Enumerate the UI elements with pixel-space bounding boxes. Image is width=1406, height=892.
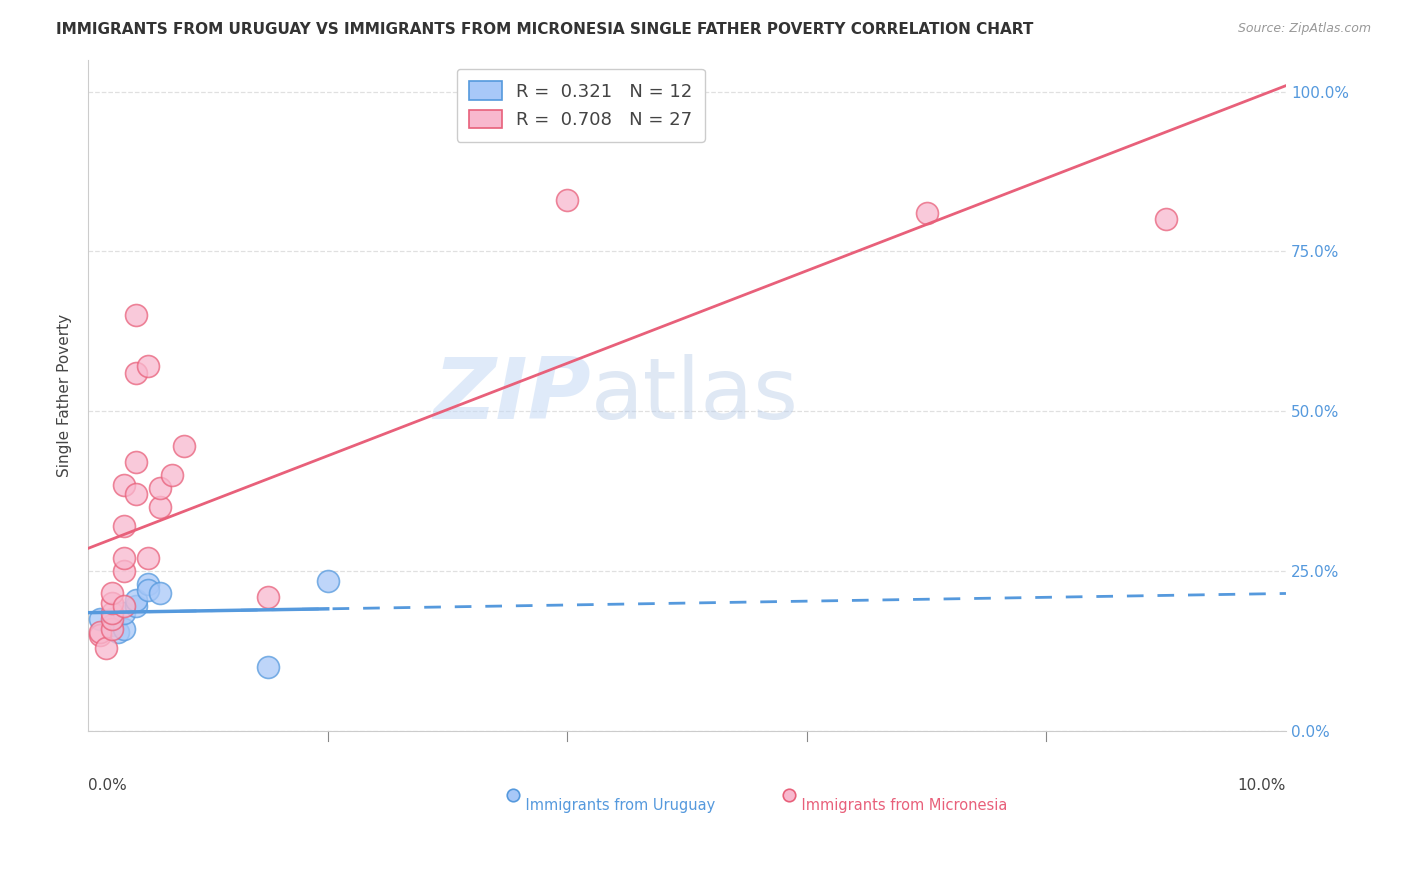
Text: IMMIGRANTS FROM URUGUAY VS IMMIGRANTS FROM MICRONESIA SINGLE FATHER POVERTY CORR: IMMIGRANTS FROM URUGUAY VS IMMIGRANTS FR… [56,22,1033,37]
Point [136,577,159,591]
Text: 10.0%: 10.0% [1237,778,1286,793]
Point [107,624,129,639]
Text: 0.0%: 0.0% [89,778,127,793]
Point [94,640,117,655]
Point [149,586,172,600]
Text: Source: ZipAtlas.com: Source: ZipAtlas.com [1237,22,1371,36]
Point [136,583,159,598]
Point [125,366,148,380]
Point [112,606,135,620]
Point [125,309,148,323]
Point [101,596,124,610]
Point [112,519,135,533]
Point [136,359,159,374]
Point [112,551,135,566]
Text: ZIP: ZIP [433,354,592,437]
Point [112,564,135,578]
Point [112,622,135,636]
Point [101,586,124,600]
Point [173,439,195,453]
Text: Immigrants from Micronesia: Immigrants from Micronesia [783,798,1007,813]
Point [136,551,159,566]
Y-axis label: Single Father Poverty: Single Father Poverty [58,314,72,477]
Point [915,206,938,220]
Point [112,477,135,491]
Point [256,660,278,674]
Point [1154,212,1177,227]
Point [316,574,339,588]
Point [112,599,135,614]
Point [101,618,124,632]
Point [125,592,148,607]
Point [89,624,111,639]
Legend: R =  0.321   N = 12, R =  0.708   N = 27: R = 0.321 N = 12, R = 0.708 N = 27 [457,69,704,142]
Point [101,622,124,636]
Text: atlas: atlas [592,354,799,437]
Point [101,612,124,626]
Point [101,606,124,620]
Point [160,468,183,483]
Text: Immigrants from Uruguay: Immigrants from Uruguay [508,798,716,813]
Point [89,628,111,642]
Point [149,481,172,495]
Point [555,193,578,207]
Point [125,487,148,501]
Point [125,455,148,469]
Point [149,500,172,515]
Point [89,612,111,626]
Point [256,590,278,604]
Point [125,599,148,614]
